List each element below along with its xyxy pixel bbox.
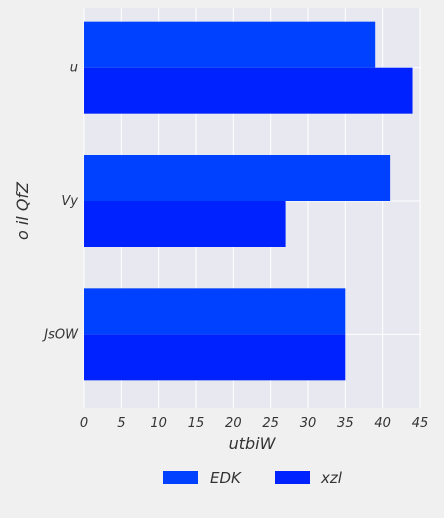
x-tick-label: 0 [80,416,88,431]
x-axis-label: utbiW [229,434,277,453]
bar-EDK-Vy [84,155,391,201]
bar-EDK-u [84,21,376,68]
x-tick-label: 30 [300,416,317,431]
y-axis-ticks: u Vy JsOW [41,61,79,343]
x-tick-label: 35 [337,416,354,431]
y-tick-label: JsOW [41,327,79,342]
x-tick-label: 40 [374,416,391,431]
x-tick-label: 25 [262,416,279,431]
x-tick-label: 10 [150,416,167,431]
bars [84,21,413,381]
x-tick-label: 45 [412,416,429,431]
x-axis-ticks: 0 5 10 15 20 25 30 35 40 45 [80,416,428,431]
bar-EDK-JsOW [84,288,346,335]
x-tick-label: 15 [188,416,205,431]
legend: EDK xzl [163,469,343,487]
legend-label-xzl: xzl [320,469,343,487]
legend-swatch-EDK [163,471,198,484]
y-tick-label: Vy [61,194,78,209]
bar-xzl-u [84,67,413,114]
bar-xzl-Vy [84,201,286,247]
legend-label-EDK: EDK [210,469,242,487]
legend-swatch-xzl [275,471,310,484]
bar-xzl-JsOW [84,334,346,381]
y-tick-label: u [70,61,78,76]
x-tick-label: 20 [225,416,242,431]
y-axis-label: o il QfZ [13,181,32,240]
x-tick-label: 5 [117,416,125,431]
